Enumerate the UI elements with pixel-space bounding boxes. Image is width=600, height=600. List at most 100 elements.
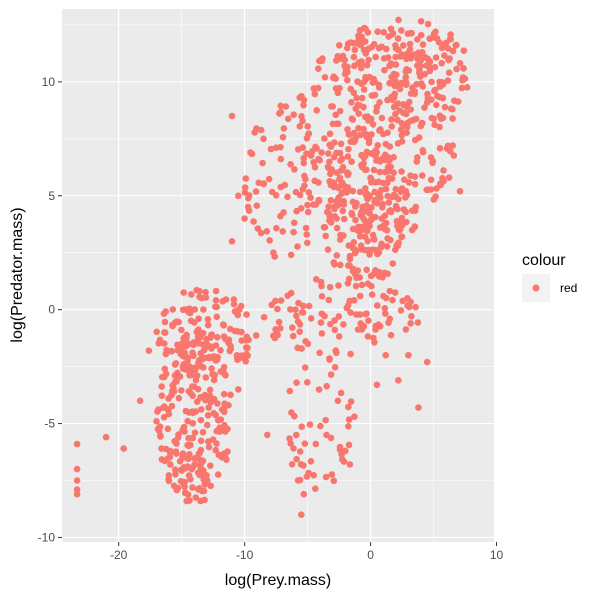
data-point: [370, 270, 377, 278]
data-point: [303, 473, 311, 480]
data-point: [161, 403, 168, 410]
data-point: [154, 425, 162, 433]
data-point: [388, 116, 395, 123]
data-point: [277, 108, 285, 116]
data-point: [368, 291, 376, 298]
data-point: [294, 243, 301, 250]
data-point: [220, 450, 227, 458]
data-point: [316, 157, 324, 164]
data-point: [434, 92, 441, 100]
data-point: [176, 458, 184, 465]
data-point: [245, 336, 252, 344]
data-point: [449, 142, 457, 149]
data-point: [175, 394, 183, 402]
data-point: [333, 252, 341, 259]
data-point: [344, 76, 351, 84]
data-point: [203, 335, 210, 343]
data-point: [214, 417, 222, 424]
data-point: [289, 324, 296, 332]
data-point: [212, 446, 219, 454]
data-point: [363, 148, 371, 156]
data-point: [312, 485, 319, 493]
data-point: [453, 65, 460, 73]
data-point: [245, 207, 253, 214]
data-point: [145, 347, 153, 355]
data-point: [375, 321, 382, 329]
data-point: [293, 455, 300, 463]
data-point: [407, 106, 415, 113]
data-point: [227, 325, 234, 333]
data-point: [226, 347, 234, 355]
data-point: [445, 174, 453, 181]
data-point: [363, 266, 371, 274]
data-point: [453, 41, 460, 49]
data-point: [312, 201, 320, 208]
data-point: [304, 379, 311, 386]
data-point: [164, 425, 172, 433]
data-point: [298, 423, 306, 431]
data-point: [447, 31, 454, 38]
data-point: [439, 94, 447, 102]
data-point: [158, 383, 165, 390]
data-point: [212, 303, 219, 311]
data-point: [360, 103, 367, 111]
data-point: [417, 18, 425, 25]
data-point: [336, 107, 344, 115]
data-point: [277, 297, 285, 304]
data-point: [202, 288, 209, 296]
data-point: [357, 131, 364, 139]
data-point: [370, 166, 378, 174]
data-point: [245, 194, 252, 202]
data-point: [436, 78, 443, 86]
data-point: [209, 370, 216, 378]
data-point: [298, 511, 305, 518]
data-point: [362, 185, 369, 192]
data-point: [153, 328, 160, 336]
data-point: [326, 130, 334, 138]
data-point: [433, 101, 440, 109]
data-point: [392, 185, 400, 193]
data-point: [392, 42, 399, 49]
data-point: [158, 445, 165, 452]
data-point: [378, 215, 386, 222]
data-point: [204, 477, 211, 484]
data-point: [350, 53, 358, 61]
data-point: [280, 125, 288, 132]
data-point: [299, 309, 307, 316]
data-point: [182, 306, 190, 313]
data-point: [221, 422, 228, 429]
data-point: [432, 193, 439, 200]
data-point: [180, 353, 188, 360]
data-point: [293, 207, 300, 215]
data-point: [331, 139, 338, 146]
data-point: [306, 421, 314, 428]
data-point: [169, 388, 176, 396]
data-point: [251, 129, 258, 136]
data-point: [286, 387, 294, 395]
data-point: [340, 215, 348, 223]
data-point: [220, 333, 228, 340]
plot-panel: [62, 9, 494, 542]
data-point: [428, 96, 435, 103]
data-point: [160, 414, 168, 421]
data-point: [355, 40, 362, 48]
data-point: [377, 244, 385, 251]
data-point: [257, 229, 265, 237]
data-point: [175, 431, 182, 438]
data-point: [390, 169, 398, 176]
data-point: [293, 379, 300, 387]
data-point: [314, 84, 322, 92]
data-point: [406, 40, 414, 48]
data-point: [192, 408, 200, 415]
data-point: [299, 302, 307, 310]
data-point: [260, 135, 267, 143]
data-point: [243, 350, 250, 358]
data-point: [304, 208, 312, 216]
data-point: [205, 443, 213, 451]
data-point: [156, 336, 164, 344]
data-point: [279, 228, 287, 235]
data-point: [414, 36, 421, 43]
x-tick-label: -20: [110, 548, 128, 562]
data-point: [442, 39, 450, 47]
data-point: [376, 99, 383, 106]
